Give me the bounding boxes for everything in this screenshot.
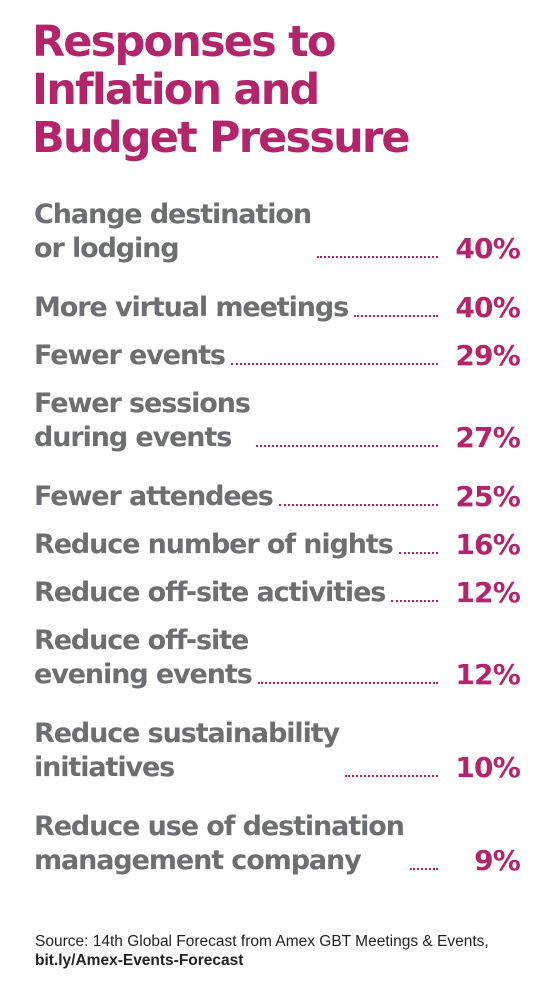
response-label: Change destination or lodging <box>34 198 312 266</box>
response-row: Fewer attendees 25% <box>34 480 521 514</box>
response-row: Reduce off-site evening events 12% <box>34 624 521 692</box>
response-label: Reduce use of destination management comp… <box>34 810 405 878</box>
response-label-line: Fewer events <box>34 340 226 371</box>
response-value: 10% <box>455 751 520 784</box>
leader-dots <box>257 682 438 684</box>
response-label: Fewer events <box>34 339 226 373</box>
response-value: 25% <box>455 480 520 513</box>
response-label: Reduce number of nights <box>34 528 394 562</box>
response-label: More virtual meetings <box>34 291 349 325</box>
response-row: Fewer sessions during events 27% <box>34 387 521 455</box>
response-label-line: initiatives <box>34 752 175 783</box>
response-label-line: Change destination <box>34 199 312 230</box>
response-row: Change destination or lodging 40% <box>34 198 521 266</box>
response-row: Reduce number of nights 16% <box>34 528 521 562</box>
leader-dots <box>255 445 438 447</box>
response-label-line: Reduce use of destination <box>34 811 405 842</box>
response-value: 12% <box>455 658 520 691</box>
response-value: 29% <box>455 339 520 372</box>
response-label: Reduce off-site activities <box>34 576 386 610</box>
response-label-line: Fewer attendees <box>34 481 274 512</box>
response-label-line: Reduce off-site <box>34 625 249 656</box>
response-row: Reduce use of destination management comp… <box>34 810 521 878</box>
response-label-line: during events <box>34 422 232 453</box>
response-label-line: Reduce sustainability <box>34 718 340 749</box>
response-label-line: evening events <box>34 659 253 690</box>
leader-dots <box>345 775 438 777</box>
response-value: 12% <box>455 576 520 609</box>
leader-dots <box>409 868 438 870</box>
chart-title-line: Responses to <box>32 17 336 67</box>
leader-dots <box>398 552 438 554</box>
response-row: More virtual meetings 40% <box>34 291 521 325</box>
response-row: Fewer events 29% <box>34 339 521 373</box>
response-label: Reduce sustainability initiatives <box>34 717 340 785</box>
response-label-line: Reduce off-site activities <box>34 577 386 608</box>
chart-title-line: Inflation and <box>32 65 320 115</box>
response-label-line: More virtual meetings <box>34 292 349 323</box>
leader-dots <box>230 363 438 365</box>
response-label: Reduce off-site evening events <box>34 624 253 692</box>
source-link[interactable]: bit.ly/Amex-Events-Forecast <box>35 952 244 969</box>
response-value: 9% <box>474 844 521 877</box>
response-value: 16% <box>455 528 520 561</box>
source-note: Source: 14th Global Forecast from Amex G… <box>35 932 525 970</box>
chart-title-line: Budget Pressure <box>32 113 411 163</box>
response-row: Reduce off-site activities 12% <box>34 576 521 610</box>
response-label-line: or lodging <box>34 233 180 264</box>
response-label: Fewer sessions during events <box>34 387 251 455</box>
response-row: Reduce sustainability initiatives 10% <box>34 717 521 785</box>
response-value: 40% <box>455 291 520 324</box>
leader-dots <box>354 315 438 317</box>
response-label-line: management company <box>34 845 362 876</box>
leader-dots <box>278 504 438 506</box>
source-text: Source: 14th Global Forecast from Amex G… <box>35 933 489 950</box>
response-value: 27% <box>455 421 520 454</box>
chart-title: Responses to Inflation and Budget Pressure <box>32 18 532 162</box>
leader-dots <box>391 600 438 602</box>
response-label-line: Fewer sessions <box>34 388 251 419</box>
response-label-line: Reduce number of nights <box>34 529 394 560</box>
response-label: Fewer attendees <box>34 480 274 514</box>
leader-dots <box>316 256 438 258</box>
response-value: 40% <box>455 232 520 265</box>
